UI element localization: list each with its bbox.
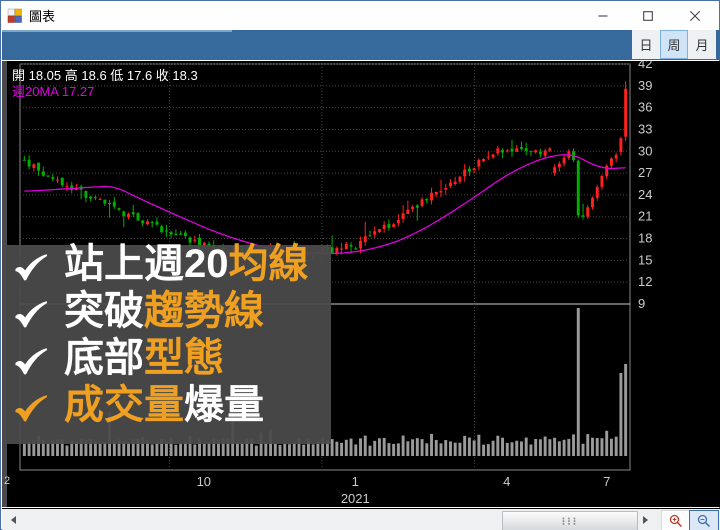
svg-text:1: 1 [352,474,359,489]
svg-text:36: 36 [638,100,652,115]
svg-text:42: 42 [638,61,652,71]
svg-text:12: 12 [638,274,652,289]
svg-text:33: 33 [638,121,652,136]
svg-text:2: 2 [4,475,10,487]
svg-text:4: 4 [503,474,510,489]
svg-text:21: 21 [638,209,652,224]
svg-text:18: 18 [638,231,652,246]
svg-text:2021: 2021 [341,491,370,506]
svg-text:27: 27 [638,165,652,180]
svg-text:10: 10 [197,474,211,489]
svg-text:7: 7 [603,474,610,489]
svg-text:24: 24 [638,187,652,202]
svg-text:9: 9 [638,296,645,311]
svg-text:39: 39 [638,78,652,93]
svg-text:15: 15 [638,252,652,267]
svg-text:30: 30 [638,143,652,158]
